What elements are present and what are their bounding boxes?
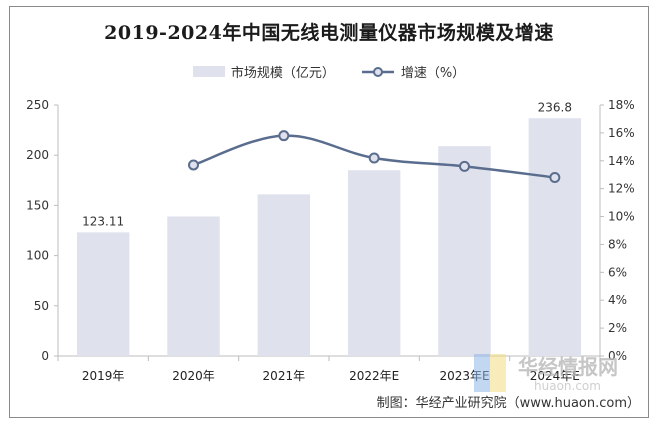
bar-data-label: 123.11 <box>82 214 124 228</box>
y-right-tick-label: 18% <box>608 98 635 112</box>
bar-1 <box>167 216 220 356</box>
x-tick-label: 2019年 <box>82 369 125 383</box>
y-right-tick-label: 10% <box>608 210 635 224</box>
y-left-tick-label: 0 <box>41 349 49 363</box>
legend-label-market-size: 市场规模（亿元） <box>230 66 335 81</box>
bar-4 <box>438 146 491 356</box>
y-left-tick-label: 150 <box>26 198 49 212</box>
bar-data-label: 236.8 <box>538 100 572 114</box>
bar-0 <box>76 232 130 356</box>
watermark-block-blue <box>474 354 490 392</box>
growth-point <box>549 172 561 184</box>
y-left-tick-label: 50 <box>34 299 49 313</box>
growth-point <box>459 160 470 172</box>
watermark: 华经情报网 huaon.com <box>474 354 618 393</box>
chart-title: 2019-2024年中国无线电测量仪器市场规模及增速 <box>104 22 554 44</box>
y-right-tick-label: 16% <box>608 126 635 140</box>
growth-point <box>188 159 199 171</box>
growth-point <box>278 130 290 142</box>
x-tick-label: 2021年 <box>263 369 306 383</box>
x-tick-label: 2020年 <box>172 369 215 383</box>
y-left-tick-label: 100 <box>26 249 49 263</box>
y-right-tick-label: 12% <box>608 182 635 196</box>
bar-2 <box>257 194 311 356</box>
legend-bar-swatch <box>192 66 225 77</box>
y-right-tick-label: 6% <box>608 265 627 279</box>
y-right-tick-label: 2% <box>608 321 627 335</box>
x-tick-label: 2022年E <box>349 369 399 383</box>
x-tick-label: 2024年E <box>530 369 580 383</box>
chart-legend: 市场规模（亿元） 增速（%） <box>0 62 658 81</box>
y-left-tick-label: 250 <box>26 98 49 112</box>
bar-5 <box>528 118 582 356</box>
growth-point <box>368 152 380 164</box>
chart-source: 制图：华经产业研究院（www.huaon.com） <box>376 396 640 411</box>
y-left-tick-label: 200 <box>26 148 49 162</box>
watermark-block-yellow <box>490 354 506 392</box>
watermark-text-cn: 华经情报网 <box>518 355 618 379</box>
y-right-tick-label: 8% <box>608 237 627 251</box>
y-right-tick-label: 14% <box>608 154 635 168</box>
watermark-text-en: huaon.com <box>534 379 601 393</box>
bar-3 <box>347 170 401 356</box>
y-right-tick-label: 4% <box>608 293 627 307</box>
legend-line-swatch <box>361 66 394 77</box>
y-right-tick-label: 0% <box>608 349 627 363</box>
legend-label-growth: 增速（%） <box>400 66 466 81</box>
legend-item-market-size: 市场规模（亿元） <box>192 62 335 81</box>
legend-item-growth: 增速（%） <box>361 62 465 81</box>
